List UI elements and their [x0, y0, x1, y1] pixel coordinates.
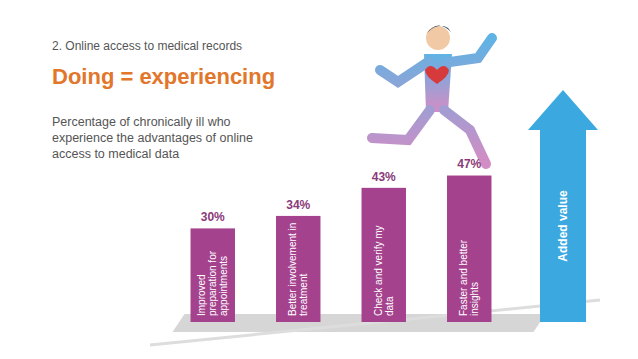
category-label-line: Better involvement in — [287, 223, 298, 316]
category-label-line: Improved — [196, 274, 207, 316]
category-label: Better involvement intreatment — [287, 223, 309, 316]
bar — [191, 228, 235, 322]
category-label-line: treatment — [298, 274, 309, 316]
data-label: 30% — [201, 210, 225, 224]
category-label-line: data — [384, 296, 395, 316]
category-label: Check and verify mydata — [373, 225, 395, 316]
category-label-line: appointments — [218, 256, 229, 316]
bars — [191, 175, 492, 322]
category-label: Faster and betterinsights — [458, 239, 480, 316]
arrow-shape — [528, 90, 598, 322]
subtitle-line: experience the advantages of online — [52, 131, 253, 145]
subtitle: Percentage of chronically ill who experie… — [52, 115, 253, 161]
runner-head — [426, 26, 450, 50]
bar-texts: 30% Improvedpreparation forappointments 34… — [196, 157, 481, 316]
data-label: 43% — [372, 170, 396, 184]
category-label-line: Faster and better — [458, 239, 469, 316]
category-label-line: insights — [469, 282, 480, 316]
title: Doing = experiencing — [52, 64, 275, 89]
category-label-line: Check and verify my — [373, 225, 384, 316]
subtitle-line: access to medical data — [52, 147, 179, 161]
section-header: 2. Online access to medical records — [52, 39, 242, 53]
added-value-arrow: Added value — [528, 90, 598, 322]
bar — [362, 188, 406, 322]
data-label: 34% — [286, 198, 310, 212]
data-label: 47% — [457, 157, 481, 171]
category-label-group: Improvedpreparation forappointments — [196, 250, 229, 316]
bar — [276, 216, 320, 322]
category-label: Improvedpreparation forappointments — [196, 250, 229, 316]
bar — [447, 175, 491, 322]
arrow-label: Added value — [556, 190, 570, 262]
category-label-group: Faster and betterinsights — [458, 239, 480, 316]
runner-hair — [426, 25, 451, 34]
category-label-line: preparation for — [207, 250, 218, 316]
subtitle-line: Percentage of chronically ill who — [52, 115, 231, 129]
category-label-group: Better involvement intreatment — [287, 223, 309, 316]
runner-limbs — [372, 38, 492, 164]
category-label-group: Check and verify mydata — [373, 225, 395, 316]
runner-figure — [372, 25, 492, 164]
runner-heart — [425, 66, 449, 84]
